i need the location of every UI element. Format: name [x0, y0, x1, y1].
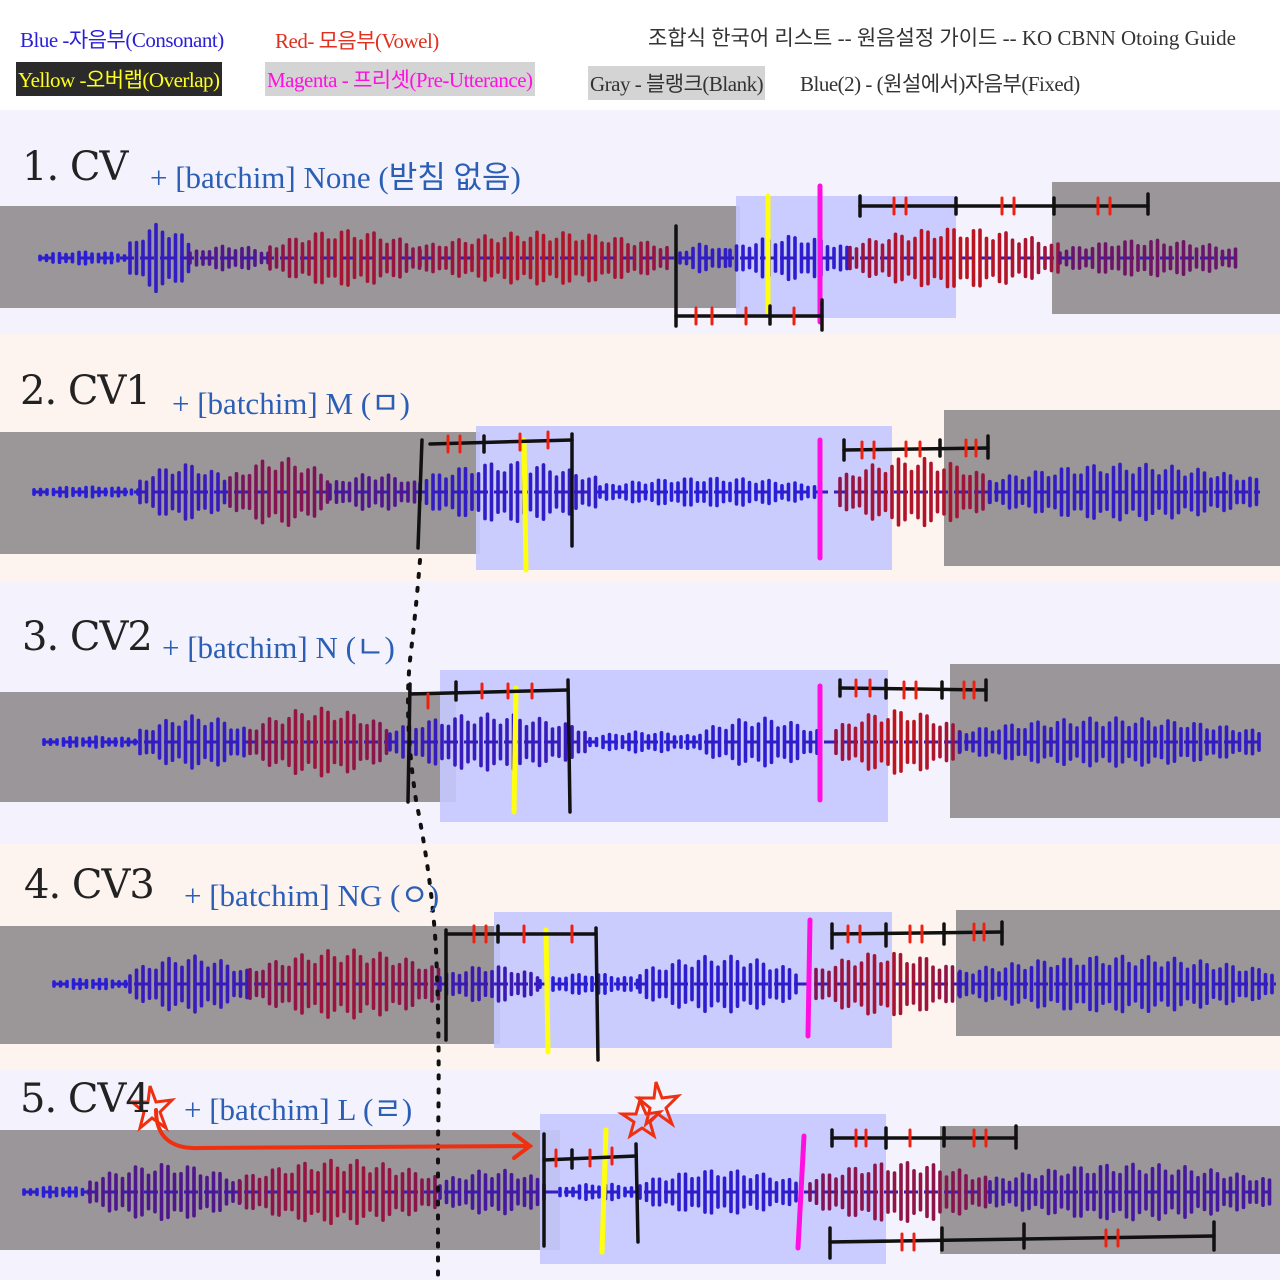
section-5-subtitle: + [batchim] L (ㄹ)	[184, 1092, 413, 1127]
section-2-background	[0, 334, 1280, 582]
section-1-subtitle: + [batchim] None (받침 없음)	[150, 160, 521, 195]
guide-title: 조합식 한국어 리스트 -- 원음설정 가이드 -- KO CBNN Otoin…	[648, 26, 1236, 50]
legend: Blue -자음부(Consonant) Red- 모음부(Vowel) 조합식…	[0, 0, 1280, 108]
legend-blue2: Blue(2) - (원설에서)자음부(Fixed)	[800, 72, 1080, 96]
section-1-background	[0, 110, 1280, 334]
section-3-subtitle: + [batchim] N (ㄴ)	[162, 630, 395, 665]
legend-magenta: Magenta - 프리셋(Pre-Utterance)	[265, 62, 535, 96]
section-2-title: 2. CV1	[20, 368, 151, 414]
section-5-title: 5. CV4	[20, 1076, 151, 1122]
section-4-title: 4. CV3	[24, 862, 155, 908]
legend-gray: Gray - 블랭크(Blank)	[588, 66, 766, 100]
legend-red: Red- 모음부(Vowel)	[275, 29, 439, 53]
legend-yellow: Yellow -오버랩(Overlap)	[16, 62, 222, 96]
legend-blue: Blue -자음부(Consonant)	[20, 28, 224, 52]
section-4-subtitle: + [batchim] NG (ㅇ)	[184, 878, 440, 913]
section-2-subtitle: + [batchim] M (ㅁ)	[172, 386, 410, 421]
section-3-title: 3. CV2	[22, 614, 153, 660]
section-1-title: 1. CV	[22, 144, 128, 190]
